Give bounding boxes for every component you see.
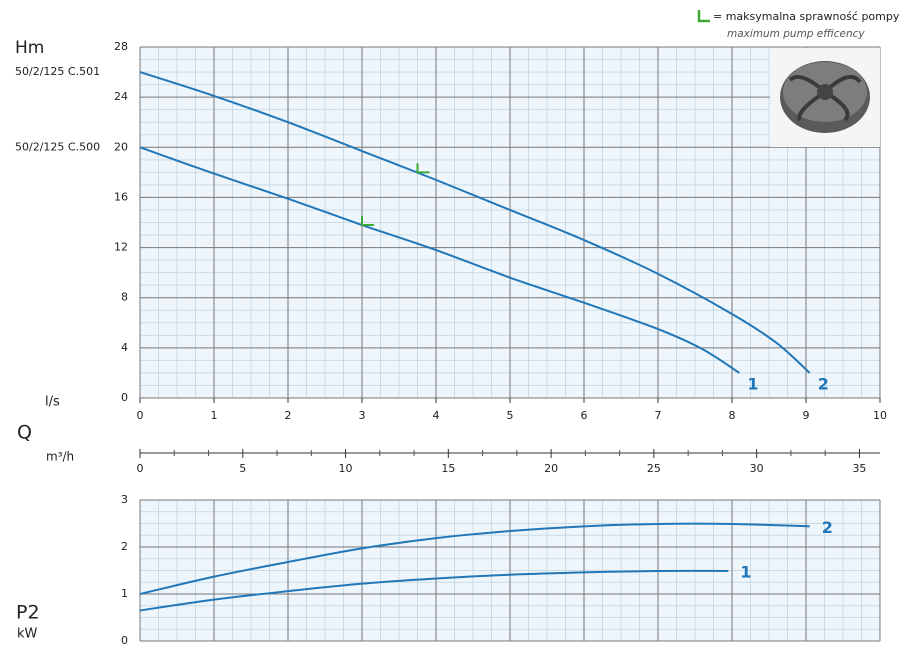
- x-tick-label: 4: [433, 409, 440, 422]
- y-tick-label: 20: [114, 140, 128, 153]
- x-tick-label: 35: [852, 462, 866, 475]
- y-tick-label: 24: [114, 90, 128, 103]
- x-tick-label: 7: [655, 409, 662, 422]
- efficiency-marker: [361, 216, 374, 227]
- impeller-image: [770, 48, 880, 147]
- y-tick-label: 0: [121, 634, 128, 647]
- curve: [139, 146, 740, 374]
- impeller-vanes: [788, 74, 862, 122]
- y-tick-label: 0: [121, 391, 128, 404]
- y-tick-label: 16: [114, 190, 128, 203]
- x-tick-label: 30: [750, 462, 764, 475]
- x-tick-label: 10: [873, 409, 887, 422]
- series-label: 2: [818, 374, 829, 393]
- legend: = maksymalna sprawność pompy maximum pum…: [697, 10, 900, 40]
- series-label: 1: [740, 562, 751, 581]
- x-tick-label: 25: [647, 462, 661, 475]
- q-label: Q: [17, 422, 32, 444]
- x-tick-label: 0: [137, 409, 144, 422]
- x-tick-label: 20: [544, 462, 558, 475]
- x-tick-label: 1: [211, 409, 218, 422]
- y-tick-label: 8: [121, 291, 128, 304]
- x-axis-label: l/s: [45, 395, 60, 410]
- y-axis-label: Hm: [15, 38, 44, 58]
- legend-subtext: maximum pump efficency: [727, 28, 865, 40]
- efficiency-marker: [416, 163, 430, 174]
- model-label: 50/2/125 C.501: [15, 65, 100, 78]
- curve: [139, 569, 729, 612]
- x-tick-label: 10: [339, 462, 353, 475]
- y-tick-label: 1: [121, 587, 128, 600]
- legend-text: = maksymalna sprawność pompy: [713, 10, 900, 23]
- y-tick-label: 3: [121, 493, 128, 506]
- y-tick-label: 2: [121, 540, 128, 553]
- x-tick-label: 5: [507, 409, 514, 422]
- x-tick-label: 6: [581, 409, 588, 422]
- p2-label: P2: [16, 602, 40, 624]
- legend-marker: [697, 10, 710, 23]
- impeller-hub: [817, 84, 833, 100]
- x-tick-label: 15: [441, 462, 455, 475]
- x-tick-label: 9: [803, 409, 810, 422]
- y-tick-label: 28: [114, 40, 128, 53]
- p2-unit: kW: [17, 627, 38, 642]
- y-tick-label: 12: [114, 241, 128, 254]
- x-tick-label: 8: [729, 409, 736, 422]
- series-label: 2: [822, 518, 833, 537]
- x-tick-label: 2: [285, 409, 292, 422]
- series-label: 1: [747, 374, 758, 393]
- y-tick-label: 4: [121, 341, 128, 354]
- x-tick-label: 0: [137, 462, 144, 475]
- curve: [139, 522, 810, 595]
- x-tick-label: 3: [359, 409, 366, 422]
- x2-axis-label: m³/h: [46, 450, 74, 464]
- x-tick-label: 5: [239, 462, 246, 475]
- curve: [139, 71, 811, 374]
- model-label: 50/2/125 C.500: [15, 140, 100, 153]
